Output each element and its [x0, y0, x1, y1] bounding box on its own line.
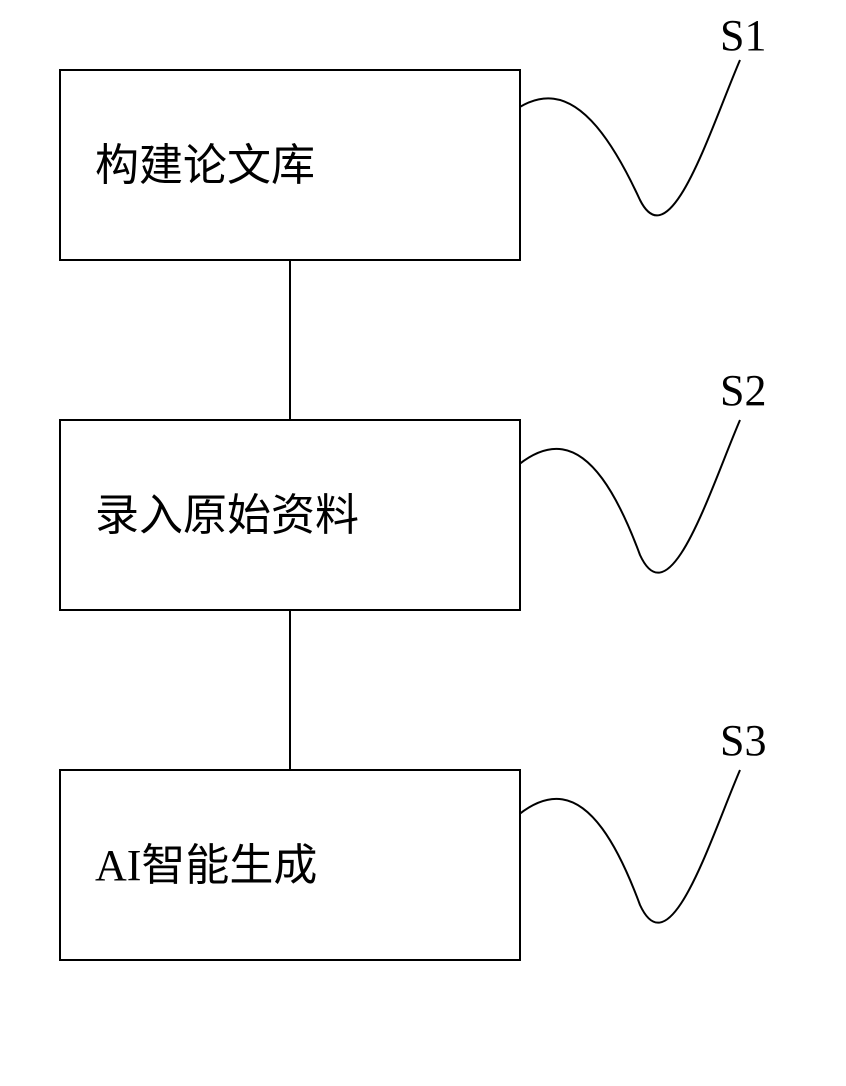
flowchart-canvas: 构建论文库 S1 录入原始资料 S2 AI智能生成 S3	[0, 0, 846, 1086]
node-label-s1: 构建论文库	[95, 141, 315, 190]
node-label-s2: 录入原始资料	[95, 491, 359, 540]
node-label-s3: AI智能生成	[95, 841, 317, 890]
node-tag-s3: S3	[720, 716, 766, 765]
node-tag-s2: S2	[720, 366, 766, 415]
node-tag-s1: S1	[720, 11, 766, 60]
